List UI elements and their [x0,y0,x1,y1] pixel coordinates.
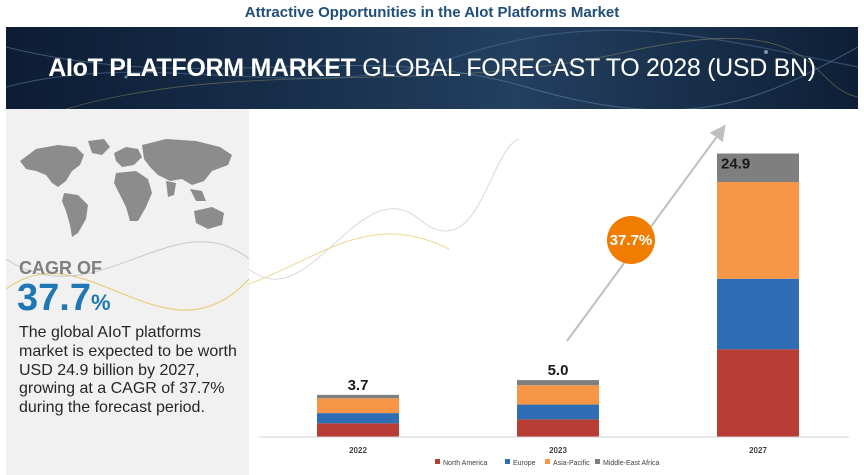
bar-segment [717,181,799,279]
decorative-curve [249,233,450,285]
total-data-label: 3.7 [348,377,369,394]
cagr-badge [607,216,655,264]
banner-title: AIoT PLATFORM MARKET GLOBAL FORECAST TO … [48,54,816,82]
banner-light-streaks [6,29,858,109]
bar-segment [317,398,399,414]
page-title: Attractive Opportunities in the AIot Pla… [244,4,620,21]
chart-area: 37.7% North America Europe Asia-Pacific Mid… [249,109,858,475]
decorative-curve [249,138,520,280]
total-data-label: 5.0 [548,362,569,379]
legend-label: North America [443,460,487,467]
total-data-label: 24.9 [721,156,750,173]
header-banner: AIoT PLATFORM MARKET GLOBAL FORECAST TO … [6,27,858,109]
legend-label: Europe [513,460,536,467]
legend-label: Asia-Pacific [553,460,590,467]
legend: North America Europe Asia-Pacific Middle-Ea… [435,459,660,467]
bar-segment [317,413,399,424]
legend-label: Middle-East Africa [603,460,660,467]
bar-segment [517,419,599,437]
legend-swatch [505,459,510,464]
legend-swatch [435,459,440,464]
legend-swatch [595,459,600,464]
cagr-value: 37.7% [17,277,111,319]
legend-swatch [545,459,550,464]
stacked-bar-chart: 37.7% North America Europe Asia-Pacific Mid… [249,124,849,467]
left-panel [6,109,249,475]
x-tick-label: 2027 [749,446,767,455]
bar-segment [317,394,399,399]
bar-segment [517,404,599,420]
cagr-label: CAGR OF [19,258,102,278]
bar-segment [517,385,599,405]
bar-segment [717,153,799,182]
description-text: The global AIoT platforms market is expe… [19,324,237,417]
bar-segment [717,278,799,350]
x-tick-label: 2023 [549,446,567,455]
decorative-curves [6,241,249,311]
world-map-icon [20,139,232,237]
cagr-badge-label: 37.7% [610,232,653,249]
bar-segment [717,349,799,437]
bar-segment [517,380,599,386]
bar-segment [317,423,399,437]
x-tick-label: 2022 [349,446,367,455]
